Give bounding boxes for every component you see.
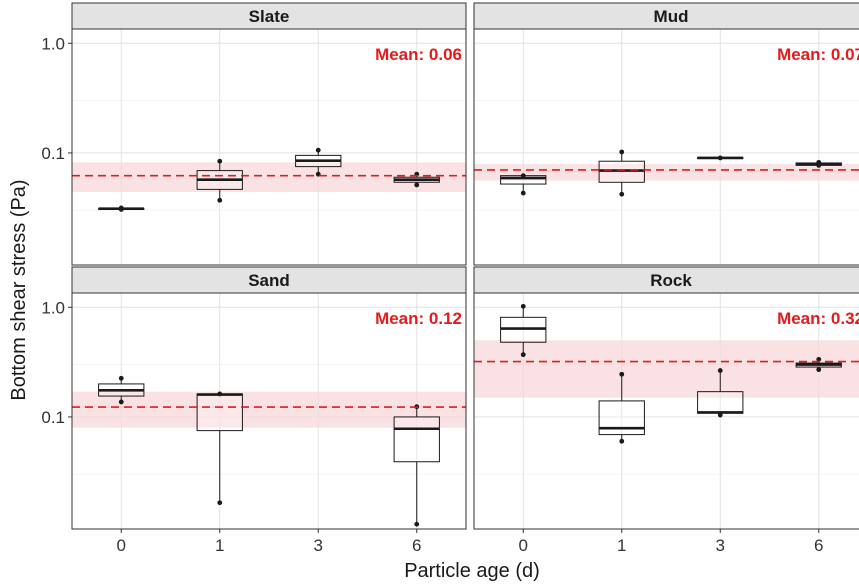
box-rock-6 xyxy=(795,356,842,373)
plot-area xyxy=(474,29,859,265)
data-point xyxy=(315,147,321,153)
mean-label: Mean: 0.12 xyxy=(375,309,462,328)
data-point xyxy=(520,303,526,309)
x-axis-title: Particle age (d) xyxy=(404,560,540,582)
data-point xyxy=(414,521,420,527)
data-point xyxy=(619,149,625,155)
plot-area xyxy=(474,293,859,529)
panel-title: Mud xyxy=(654,7,689,26)
data-point xyxy=(619,371,625,377)
data-point xyxy=(717,368,723,373)
mean-band xyxy=(474,340,859,398)
data-point xyxy=(118,205,124,211)
panel-border xyxy=(473,28,859,266)
box-iqr xyxy=(196,393,243,432)
box-sand-6 xyxy=(393,404,440,527)
box-sand-0 xyxy=(98,375,145,405)
data-point xyxy=(414,182,420,188)
data-point xyxy=(217,500,223,506)
data-point xyxy=(717,155,723,161)
x-tick-label: 1 xyxy=(617,536,626,555)
box-rock-1 xyxy=(598,371,645,444)
x-tick-label: 6 xyxy=(814,536,823,555)
data-point xyxy=(816,356,822,362)
box-rock-0 xyxy=(500,303,547,358)
panel-border xyxy=(473,292,859,530)
x-tick-label: 3 xyxy=(716,536,725,555)
box-slate-0 xyxy=(98,205,145,212)
mean-label: Mean: 0.32 xyxy=(777,309,859,328)
mean-band xyxy=(72,391,466,428)
panel-strip xyxy=(71,266,467,294)
x-tick-label: 3 xyxy=(314,536,323,555)
panel-title: Sand xyxy=(248,271,290,290)
y-tick-label: 0.1 xyxy=(41,144,65,163)
mean-band xyxy=(474,164,859,181)
data-point xyxy=(520,352,526,358)
data-point xyxy=(217,158,223,164)
panel-slate: Slate Mean: 0.06 0.1 1.0 xyxy=(41,2,467,266)
box-mud-0 xyxy=(500,173,547,196)
data-point xyxy=(816,367,822,373)
panel-title: Rock xyxy=(650,271,692,290)
data-point xyxy=(118,399,124,405)
data-point xyxy=(717,412,723,418)
panel-title: Slate xyxy=(249,7,290,26)
panel-strip xyxy=(473,2,859,30)
box-sand-1 xyxy=(196,391,243,506)
y-axis-title: Bottom shear stress (Pa) xyxy=(8,179,30,400)
box-iqr xyxy=(393,416,440,463)
box-rock-3 xyxy=(697,368,744,418)
x-tick-label: 0 xyxy=(117,536,126,555)
y-tick-label: 1.0 xyxy=(41,34,65,53)
mean-label: Mean: 0.07 xyxy=(777,45,859,64)
box-iqr xyxy=(598,400,645,436)
data-point xyxy=(217,391,223,397)
panel-border xyxy=(71,292,467,530)
panel-sand: Sand Mean: 0.12 0.1 1.0 0 1 3 6 xyxy=(41,266,467,555)
panel-border xyxy=(71,28,467,266)
data-point xyxy=(217,197,223,203)
data-point xyxy=(520,173,526,179)
panel-rock: Rock Mean: 0.32 0 1 3 6 xyxy=(473,266,859,555)
x-tick-label: 6 xyxy=(412,536,421,555)
data-point xyxy=(619,191,625,197)
panel-mud: Mud Mean: 0.07 xyxy=(473,2,859,266)
data-point xyxy=(520,190,526,196)
y-tick-label: 0.1 xyxy=(41,408,65,427)
x-tick-label: 1 xyxy=(215,536,224,555)
box-slate-6 xyxy=(393,171,440,188)
data-point xyxy=(118,375,124,381)
data-point xyxy=(816,159,822,165)
data-point xyxy=(619,438,625,444)
panel-strip xyxy=(71,2,467,30)
box-mud-6 xyxy=(795,159,842,168)
plot-area xyxy=(72,29,466,265)
box-mud-3 xyxy=(697,155,744,161)
y-tick-label: 1.0 xyxy=(41,298,65,317)
box-iqr xyxy=(697,391,744,414)
x-tick-label: 0 xyxy=(519,536,528,555)
mean-label: Mean: 0.06 xyxy=(375,45,462,64)
